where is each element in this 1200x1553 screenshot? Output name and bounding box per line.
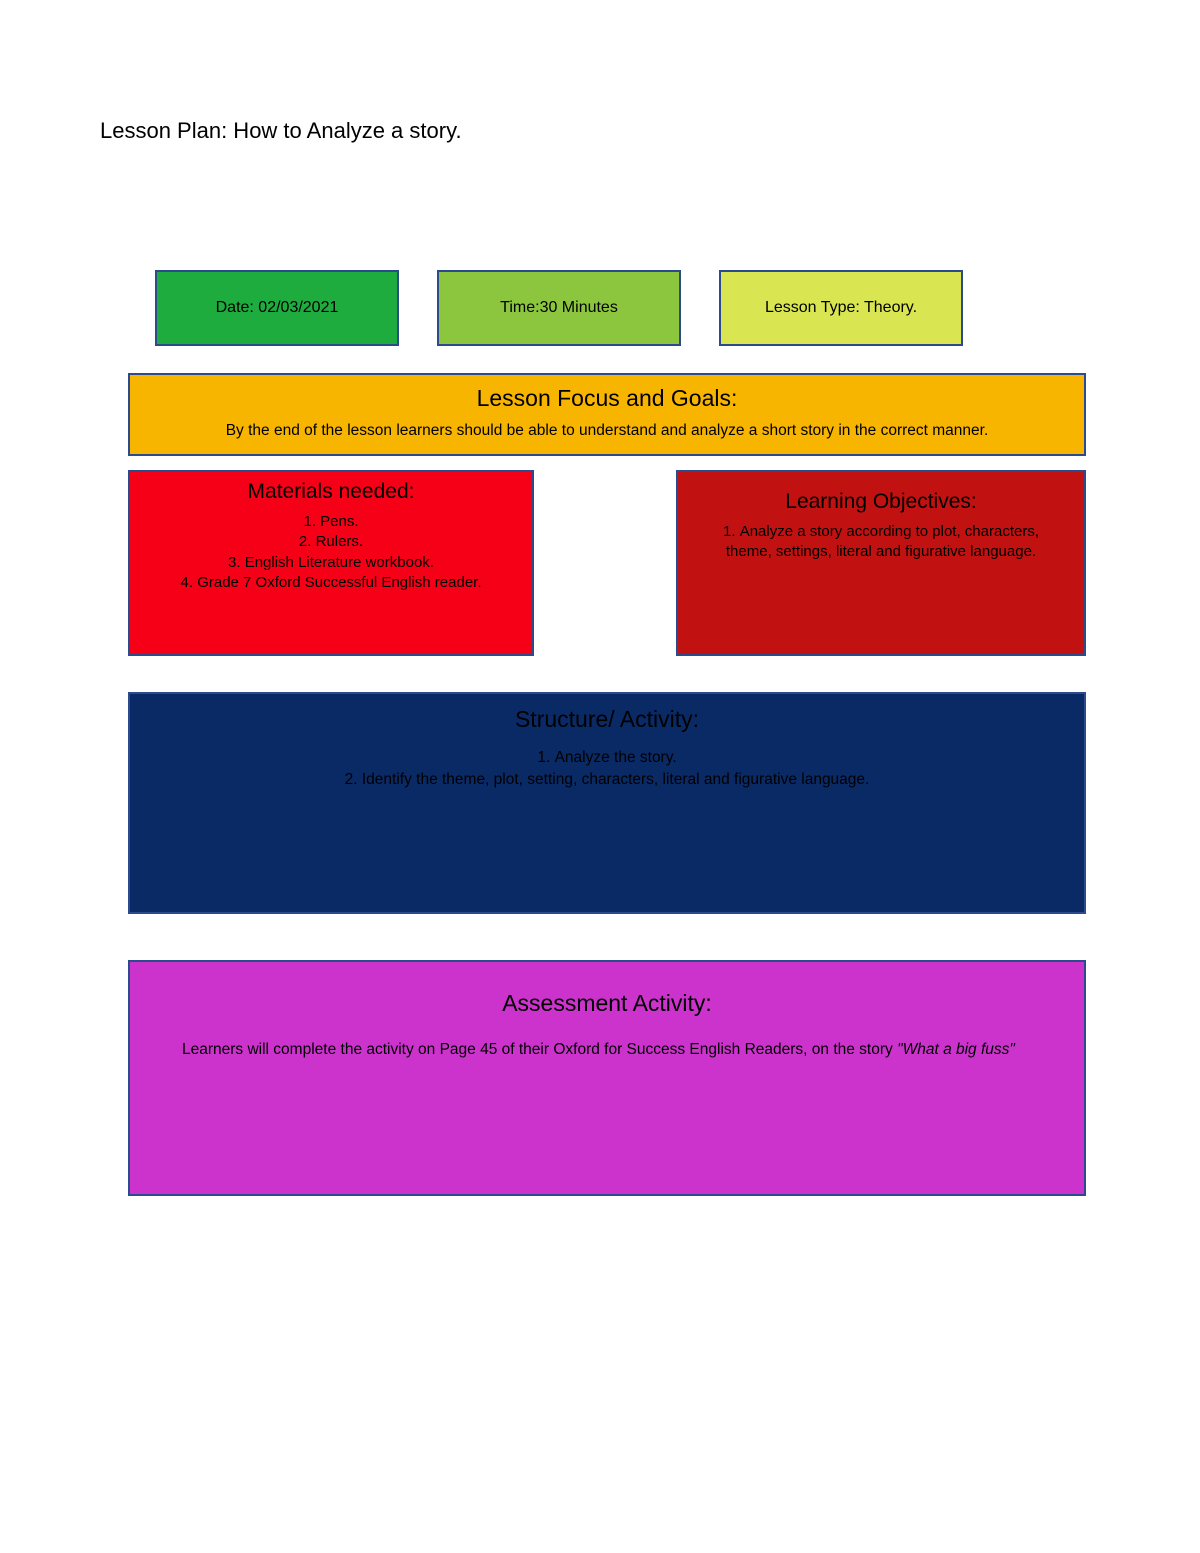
list-item: Analyze the story.: [160, 747, 1054, 769]
materials-list: Pens. Rulers. English Literature workboo…: [152, 512, 510, 593]
focus-goals-box: Lesson Focus and Goals: By the end of th…: [128, 373, 1086, 456]
list-item: English Literature workbook.: [152, 553, 510, 573]
assessment-body-italic: "What a big fuss": [897, 1041, 1015, 1058]
date-box: Date: 02/03/2021: [155, 270, 399, 346]
list-item: Grade 7 Oxford Successful English reader…: [152, 573, 510, 593]
mid-row: Materials needed: Pens. Rulers. English …: [128, 470, 1086, 656]
page-title: Lesson Plan: How to Analyze a story.: [100, 118, 462, 144]
structure-list: Analyze the story. Identify the theme, p…: [160, 747, 1054, 790]
structure-box: Structure/ Activity: Analyze the story. …: [128, 692, 1086, 914]
structure-heading: Structure/ Activity:: [160, 706, 1054, 733]
lesson-type-box: Lesson Type: Theory.: [719, 270, 963, 346]
list-item: Rulers.: [152, 532, 510, 552]
list-item: Pens.: [152, 512, 510, 532]
list-item: Identify the theme, plot, setting, chara…: [160, 769, 1054, 791]
assessment-body-prefix: Learners will complete the activity on P…: [182, 1041, 897, 1058]
top-info-row: Date: 02/03/2021 Time:30 Minutes Lesson …: [155, 270, 963, 346]
lesson-type-text: Lesson Type: Theory.: [765, 299, 917, 317]
date-text: Date: 02/03/2021: [216, 299, 339, 317]
time-text: Time:30 Minutes: [500, 299, 618, 317]
materials-box: Materials needed: Pens. Rulers. English …: [128, 470, 534, 656]
list-item: Analyze a story according to plot, chara…: [700, 522, 1062, 563]
materials-heading: Materials needed:: [152, 480, 510, 504]
focus-body: By the end of the lesson learners should…: [148, 422, 1066, 440]
objectives-list: Analyze a story according to plot, chara…: [700, 522, 1062, 563]
objectives-box: Learning Objectives: Analyze a story acc…: [676, 470, 1086, 656]
time-box: Time:30 Minutes: [437, 270, 681, 346]
focus-heading: Lesson Focus and Goals:: [148, 385, 1066, 412]
assessment-body: Learners will complete the activity on P…: [182, 1039, 1032, 1061]
assessment-box: Assessment Activity: Learners will compl…: [128, 960, 1086, 1196]
assessment-heading: Assessment Activity:: [182, 990, 1032, 1017]
objectives-heading: Learning Objectives:: [700, 490, 1062, 514]
